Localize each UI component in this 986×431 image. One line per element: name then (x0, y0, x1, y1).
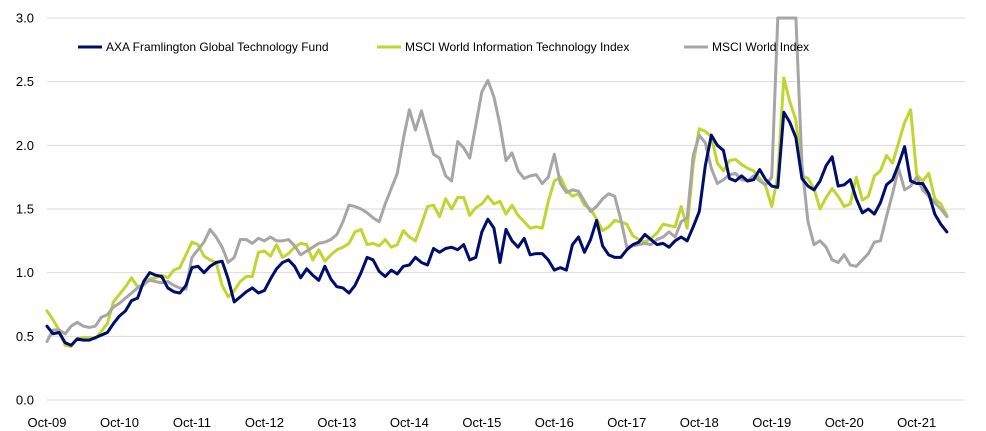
legend-label-0: AXA Framlington Global Technology Fund (106, 40, 329, 54)
y-tick-label: 2.5 (16, 74, 34, 89)
series-lines (45, 16, 949, 349)
y-gridlines (47, 17, 965, 337)
y-axis-ticks: 0.0 0.5 1.0 1.5 2.0 2.5 3.0 (16, 11, 34, 408)
y-tick-label: 0.5 (16, 329, 34, 344)
y-tick-label: 2.0 (16, 138, 34, 153)
legend-label-1: MSCI World Information Technology Index (405, 40, 629, 54)
y-tick-label: 3.0 (16, 11, 34, 26)
x-tick-label: Oct-13 (317, 415, 356, 430)
x-tick-label: Oct-11 (173, 415, 211, 430)
y-tick-label: 1.0 (16, 265, 34, 280)
x-axis-ticks: Oct-09 Oct-10 Oct-11 Oct-12 Oct-13 Oct-14 Oct-… (27, 415, 936, 430)
x-tick-label: Oct-21 (897, 415, 936, 430)
x-tick-label: Oct-10 (100, 415, 139, 430)
y-tick-label: 0.0 (16, 393, 34, 408)
x-tick-label: Oct-14 (390, 415, 429, 430)
x-tick-label: Oct-20 (825, 415, 864, 430)
x-tick-label: Oct-15 (462, 415, 501, 430)
legend: AXA Framlington Global Technology Fund MS… (78, 40, 809, 54)
series-line-2 (45, 16, 949, 343)
x-tick-label: Oct-12 (245, 415, 284, 430)
x-tick-label: Oct-16 (535, 415, 574, 430)
x-tick-label: Oct-17 (607, 415, 646, 430)
series-line-1 (45, 76, 949, 349)
x-tick-label: Oct-19 (752, 415, 791, 430)
y-tick-label: 1.5 (16, 202, 34, 217)
x-tick-label: Oct-18 (680, 415, 719, 430)
series-line-0 (45, 110, 949, 347)
x-tick-label: Oct-09 (27, 415, 66, 430)
legend-label-2: MSCI World Index (712, 40, 809, 54)
